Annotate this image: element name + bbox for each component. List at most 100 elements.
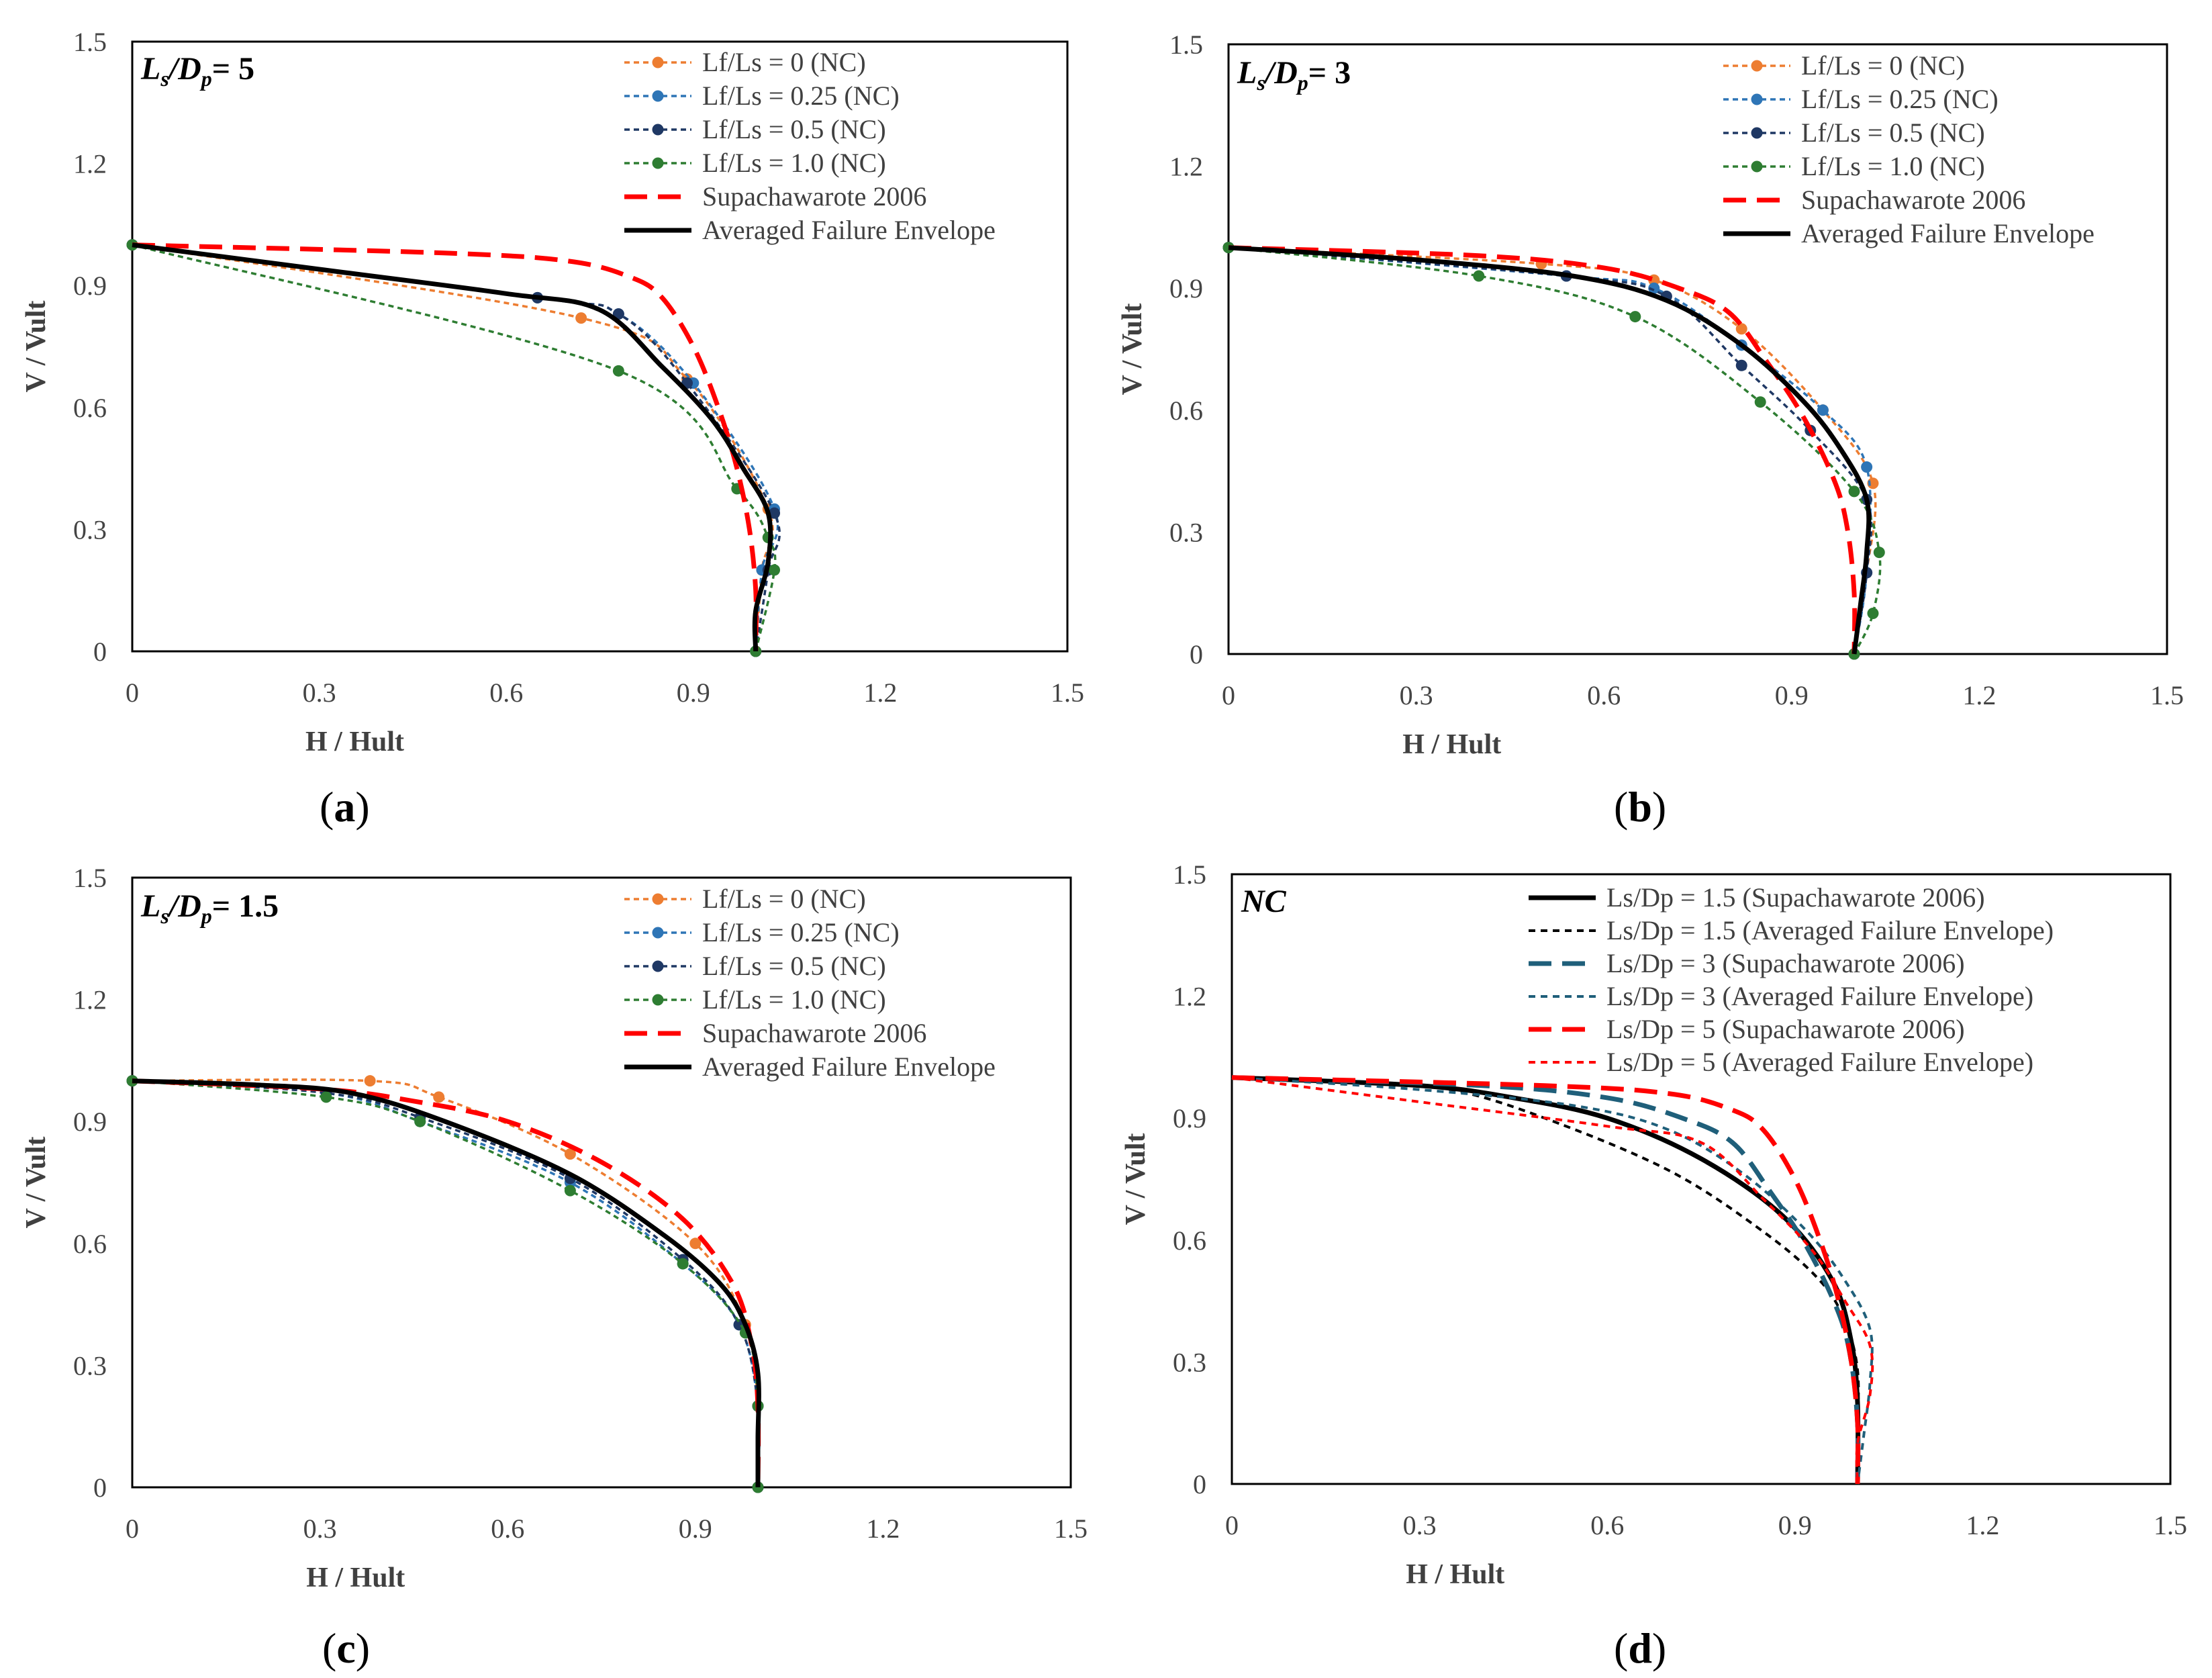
panel-c-series-lf-ls-1-0-nc-line bbox=[132, 1079, 761, 1488]
panel-b-series-averaged-failure-envelope-line bbox=[1228, 245, 1872, 655]
panel-a-series-lf-ls-0-nc-line bbox=[132, 243, 774, 652]
panel-b-x-tick-label: 1.5 bbox=[2150, 680, 2184, 710]
panel-b-series-lf-ls-0-25-nc-point bbox=[1817, 404, 1829, 416]
panel-a-x-axis-label: H / Hult bbox=[305, 727, 404, 757]
panel-d-x-tick-label: 1.2 bbox=[1966, 1510, 1999, 1540]
panel-c-series-lf-ls-1-0-nc-point bbox=[126, 1075, 138, 1087]
caption-c-letter: c bbox=[336, 1624, 356, 1672]
panel-d-y-tick-label: 0 bbox=[1193, 1469, 1206, 1499]
panel-b-title: Ls/Dp= 3 bbox=[1237, 55, 1351, 95]
panel-b-series-lf-ls-0-5-nc-line bbox=[1228, 246, 1873, 655]
panel-c-legend-label: Averaged Failure Envelope bbox=[702, 1052, 996, 1082]
panel-a-title: Ls/Dp= 5 bbox=[140, 51, 254, 91]
panel-c-legend-marker bbox=[652, 960, 664, 972]
panel-c-y-tick-label: 1.2 bbox=[73, 985, 107, 1015]
panel-c-series-averaged-failure-envelope-line bbox=[132, 1078, 761, 1487]
panel-d-y-tick-label: 1.5 bbox=[1173, 859, 1206, 890]
panel-d-legend-label: Ls/Dp = 5 (Averaged Failure Envelope) bbox=[1606, 1047, 2033, 1077]
panel-b-legend-label: Lf/Ls = 1.0 (NC) bbox=[1801, 151, 1985, 181]
panel-a-chart: 0 0.3 0.6 0.9 1.2 1.5 0 0.3 0.6 0.9 1.2 1.5 H / Hult… bbox=[21, 27, 1084, 757]
caption-d-letter: d bbox=[1628, 1624, 1652, 1672]
panel-b-series-lf-ls-0-nc-point bbox=[1735, 323, 1747, 335]
panel-d-y-tick-label: 0.9 bbox=[1173, 1103, 1206, 1133]
panel-c-legend-label: Lf/Ls = 0 (NC) bbox=[702, 884, 866, 914]
panel-c-series-lf-ls-1-0-nc-point bbox=[320, 1091, 332, 1103]
panel-a-y-tick-label: 1.5 bbox=[73, 27, 107, 57]
panel-c-series-lf-ls-1-0-nc-point bbox=[564, 1184, 576, 1197]
caption-c: (c) bbox=[322, 1624, 371, 1672]
panel-b-series-lf-ls-1-0-nc-point bbox=[1848, 485, 1860, 498]
panel-a-legend-label: Supachawarote 2006 bbox=[702, 181, 926, 212]
panel-c-y-tick-label: 0.3 bbox=[73, 1350, 107, 1381]
panel-d-title: NC bbox=[1241, 884, 1287, 919]
panel-c-legend-marker bbox=[652, 893, 664, 905]
panel-a-series-lf-ls-0-25-nc-line bbox=[132, 243, 779, 652]
panel-c-series-lf-ls-1-0-nc-point bbox=[414, 1115, 426, 1127]
panel-c-x-tick-label: 1.2 bbox=[866, 1513, 900, 1544]
panel-b-y-tick-label: 0.3 bbox=[1169, 517, 1203, 547]
panel-a-x-tick-label: 1.2 bbox=[863, 678, 897, 708]
panel-c-y-tick-label: 1.5 bbox=[73, 863, 107, 893]
panel-b-x-tick-label: 0.3 bbox=[1400, 680, 1433, 710]
panel-a-x-tick-label: 0.6 bbox=[489, 678, 523, 708]
panel-c-y-tick-label: 0 bbox=[93, 1473, 107, 1503]
panel-d-y-tick-label: 0.6 bbox=[1173, 1225, 1206, 1256]
panel-b-legend-label: Supachawarote 2006 bbox=[1801, 185, 2025, 215]
panel-c-x-axis-label: H / Hult bbox=[306, 1563, 405, 1593]
panel-d-x-tick-label: 1.5 bbox=[2154, 1510, 2187, 1540]
panel-b-series-lf-ls-0-nc-line bbox=[1228, 246, 1877, 655]
panel-c-legend-label: Lf/Ls = 0.5 (NC) bbox=[702, 951, 886, 981]
panel-d-series-ls-dp-5-supachawarote-2006-line bbox=[1231, 1075, 1861, 1485]
panel-c-title: Ls/Dp= 1.5 bbox=[140, 888, 279, 928]
panel-b-series-lf-ls-1-0-nc-point bbox=[1629, 311, 1641, 323]
panel-d-series-ls-dp-5-averaged-failure-envelope-line bbox=[1231, 1076, 1874, 1485]
panel-b-series-lf-ls-0-25-nc-point bbox=[1648, 282, 1660, 294]
panel-d-series-ls-dp-1-5-averaged-failure-envelope-line bbox=[1231, 1076, 1860, 1484]
panel-b-y-tick-label: 0 bbox=[1190, 639, 1203, 669]
panel-c-y-axis-label: V / Vult bbox=[21, 1137, 52, 1229]
panel-b-series-lf-ls-0-25-nc-point bbox=[1861, 461, 1873, 473]
panel-c-legend-marker bbox=[652, 994, 664, 1006]
panel-c-legend-label: Lf/Ls = 0.25 (NC) bbox=[702, 917, 900, 947]
panel-c-plot-frame bbox=[131, 876, 1072, 1489]
panel-a-series-supachawarote-2006-line bbox=[132, 242, 759, 652]
panel-b-series-lf-ls-0-5-nc-point bbox=[1735, 359, 1747, 371]
panel-d-x-tick-label: 0 bbox=[1225, 1510, 1239, 1540]
panel-d-y-tick-label: 1.2 bbox=[1173, 982, 1206, 1012]
panel-b-y-tick-label: 0.9 bbox=[1169, 273, 1203, 304]
panel-a-y-axis-label: V / Vult bbox=[21, 301, 52, 393]
panel-b-legend-marker bbox=[1751, 60, 1763, 72]
panel-a-x-tick-label: 0.3 bbox=[303, 678, 336, 708]
caption-a-letter: a bbox=[334, 783, 356, 831]
panel-a-legend-marker bbox=[652, 90, 664, 102]
panel-c-series-lf-ls-0-5-nc-line bbox=[132, 1079, 761, 1488]
panel-d-x-tick-label: 0.9 bbox=[1778, 1510, 1812, 1540]
panel-c-legend-label: Lf/Ls = 1.0 (NC) bbox=[702, 984, 886, 1015]
panel-b-series-lf-ls-1-0-nc-point bbox=[1473, 270, 1485, 282]
caption-b: (b) bbox=[1614, 783, 1667, 831]
panel-b-chart: 0 0.3 0.6 0.9 1.2 1.5 0 0.3 0.6 0.9 1.2 1.5 H / Hult… bbox=[1117, 30, 2184, 760]
panel-b-series-supachawarote-2006-line bbox=[1228, 245, 1858, 655]
panel-c-series-lf-ls-0-nc-line bbox=[132, 1078, 761, 1488]
panel-a-y-tick-label: 0.6 bbox=[73, 393, 107, 423]
caption-d: (d) bbox=[1614, 1624, 1667, 1672]
panel-c-legend-label: Supachawarote 2006 bbox=[702, 1018, 926, 1048]
panel-a-series-averaged-failure-envelope-line bbox=[132, 242, 773, 652]
panel-b-legend-marker bbox=[1751, 160, 1763, 173]
panel-d-legend-label: Ls/Dp = 1.5 (Supachawarote 2006) bbox=[1606, 882, 1985, 913]
panel-c-x-tick-label: 0.3 bbox=[303, 1513, 337, 1544]
panel-a-series-lf-ls-1-0-nc-point bbox=[769, 564, 781, 576]
panel-d-series-ls-dp-3-averaged-failure-envelope-line bbox=[1231, 1076, 1874, 1485]
panel-b-series-lf-ls-1-0-nc-line bbox=[1228, 246, 1882, 655]
panel-a-x-tick-label: 0 bbox=[126, 678, 139, 708]
panel-a-x-tick-label: 1.5 bbox=[1051, 678, 1084, 708]
panel-a-y-tick-label: 0.3 bbox=[73, 514, 107, 545]
panel-a-legend-label: Lf/Ls = 1.0 (NC) bbox=[702, 148, 886, 178]
panel-a-y-tick-label: 1.2 bbox=[73, 149, 107, 179]
panel-a-series-lf-ls-0-5-nc-line bbox=[132, 243, 781, 652]
panel-c-x-tick-label: 1.5 bbox=[1054, 1513, 1088, 1544]
panel-a-legend-marker bbox=[652, 124, 664, 136]
panel-c-series-supachawarote-2006-line bbox=[132, 1078, 761, 1488]
panel-b-legend-label: Averaged Failure Envelope bbox=[1801, 218, 2095, 248]
panel-c-y-tick-label: 0.6 bbox=[73, 1229, 107, 1259]
